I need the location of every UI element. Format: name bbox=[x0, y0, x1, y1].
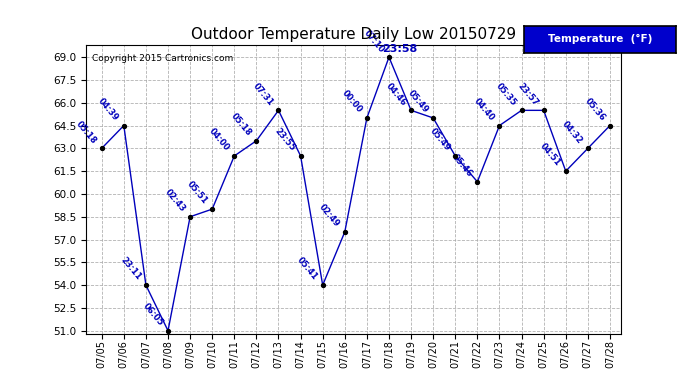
Text: Temperature  (°F): Temperature (°F) bbox=[548, 34, 653, 44]
Point bbox=[450, 153, 461, 159]
Text: 06:05: 06:05 bbox=[141, 302, 165, 328]
Point bbox=[582, 146, 593, 152]
Text: 04:51: 04:51 bbox=[538, 142, 562, 168]
Text: 05:46: 05:46 bbox=[450, 153, 474, 179]
Text: 23:55: 23:55 bbox=[273, 127, 297, 153]
Text: 05:36: 05:36 bbox=[582, 96, 607, 123]
Text: 04:46: 04:46 bbox=[384, 81, 408, 107]
Text: 05:49: 05:49 bbox=[428, 127, 452, 153]
Text: 05:18: 05:18 bbox=[75, 119, 99, 145]
Text: 05:18: 05:18 bbox=[229, 111, 253, 138]
Text: 05:51: 05:51 bbox=[185, 180, 209, 206]
Text: 05:49: 05:49 bbox=[406, 89, 430, 115]
Point bbox=[118, 123, 129, 129]
Text: 04:32: 04:32 bbox=[560, 119, 584, 145]
Text: Copyright 2015 Cartronics.com: Copyright 2015 Cartronics.com bbox=[92, 54, 233, 63]
Text: 05:35: 05:35 bbox=[494, 81, 518, 107]
Text: 02:49: 02:49 bbox=[317, 203, 342, 229]
Point bbox=[428, 115, 439, 121]
Point bbox=[384, 54, 395, 60]
Point bbox=[472, 179, 483, 185]
Text: 23:58: 23:58 bbox=[382, 44, 417, 54]
Point bbox=[560, 168, 571, 174]
Point bbox=[185, 214, 196, 220]
Point bbox=[339, 229, 351, 235]
Point bbox=[273, 107, 284, 113]
Point bbox=[362, 115, 373, 121]
Text: 07:10: 07:10 bbox=[362, 28, 386, 54]
Text: 23:11: 23:11 bbox=[119, 256, 143, 282]
Text: 02:43: 02:43 bbox=[163, 188, 187, 214]
Text: 00:00: 00:00 bbox=[339, 89, 364, 115]
Point bbox=[96, 146, 107, 152]
Point bbox=[251, 138, 262, 144]
Text: 07:31: 07:31 bbox=[251, 81, 275, 107]
Text: 04:39: 04:39 bbox=[97, 96, 121, 123]
Point bbox=[140, 282, 151, 288]
Text: 04:40: 04:40 bbox=[472, 96, 496, 123]
Text: 23:57: 23:57 bbox=[516, 81, 540, 107]
Point bbox=[604, 123, 615, 129]
Point bbox=[295, 153, 306, 159]
Point bbox=[229, 153, 240, 159]
Point bbox=[494, 123, 505, 129]
Point bbox=[317, 282, 328, 288]
Point bbox=[162, 328, 173, 334]
Title: Outdoor Temperature Daily Low 20150729: Outdoor Temperature Daily Low 20150729 bbox=[191, 27, 516, 42]
Point bbox=[516, 107, 527, 113]
Text: 05:41: 05:41 bbox=[295, 256, 319, 282]
Text: 04:00: 04:00 bbox=[207, 127, 231, 153]
Point bbox=[406, 107, 417, 113]
Point bbox=[538, 107, 549, 113]
Point bbox=[207, 206, 218, 212]
